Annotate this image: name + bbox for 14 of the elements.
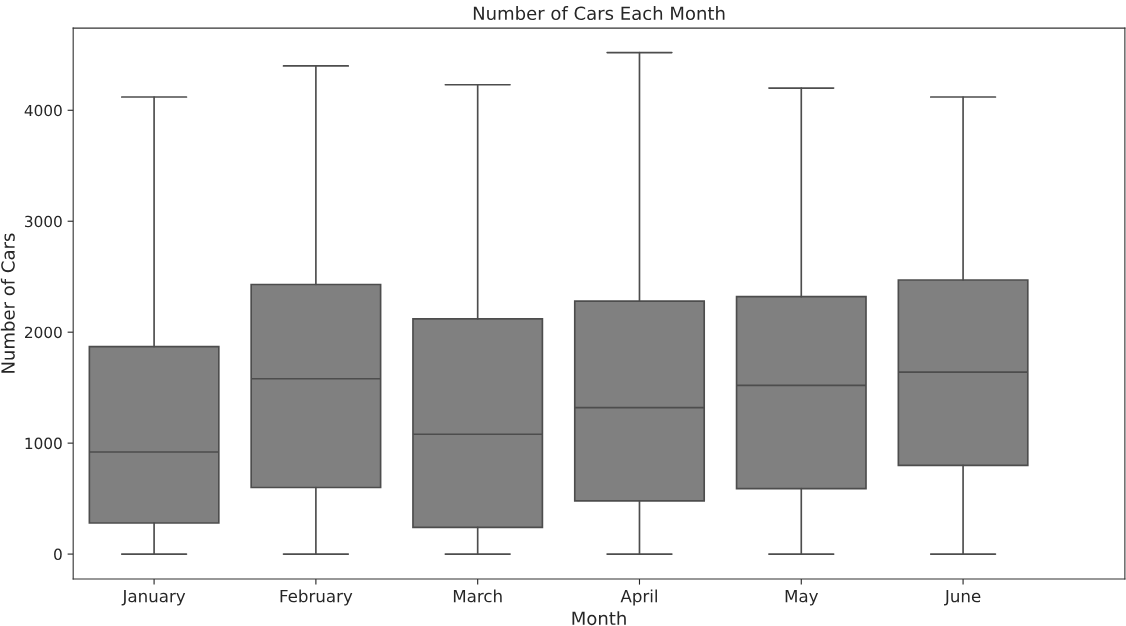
y-axis-title: Number of Cars <box>0 233 15 373</box>
x-tick-label: May <box>785 589 819 606</box>
y-tick-label: 0 <box>54 548 62 561</box>
x-tick-label: January <box>121 589 186 606</box>
x-tick-label: April <box>620 589 657 606</box>
y-tick-label: 3000 <box>25 215 62 228</box>
y-tick-label: 1000 <box>25 437 62 450</box>
x-tick-label: June <box>944 589 981 606</box>
x-axis-title: Month <box>572 611 626 626</box>
x-tick-label: February <box>280 589 353 606</box>
y-tick-label: 4000 <box>24 104 62 117</box>
chart-title: Number of Cars Each Month <box>473 6 725 21</box>
x-tick-label: March <box>453 589 502 603</box>
y-tick-label: 2000 <box>25 326 62 339</box>
